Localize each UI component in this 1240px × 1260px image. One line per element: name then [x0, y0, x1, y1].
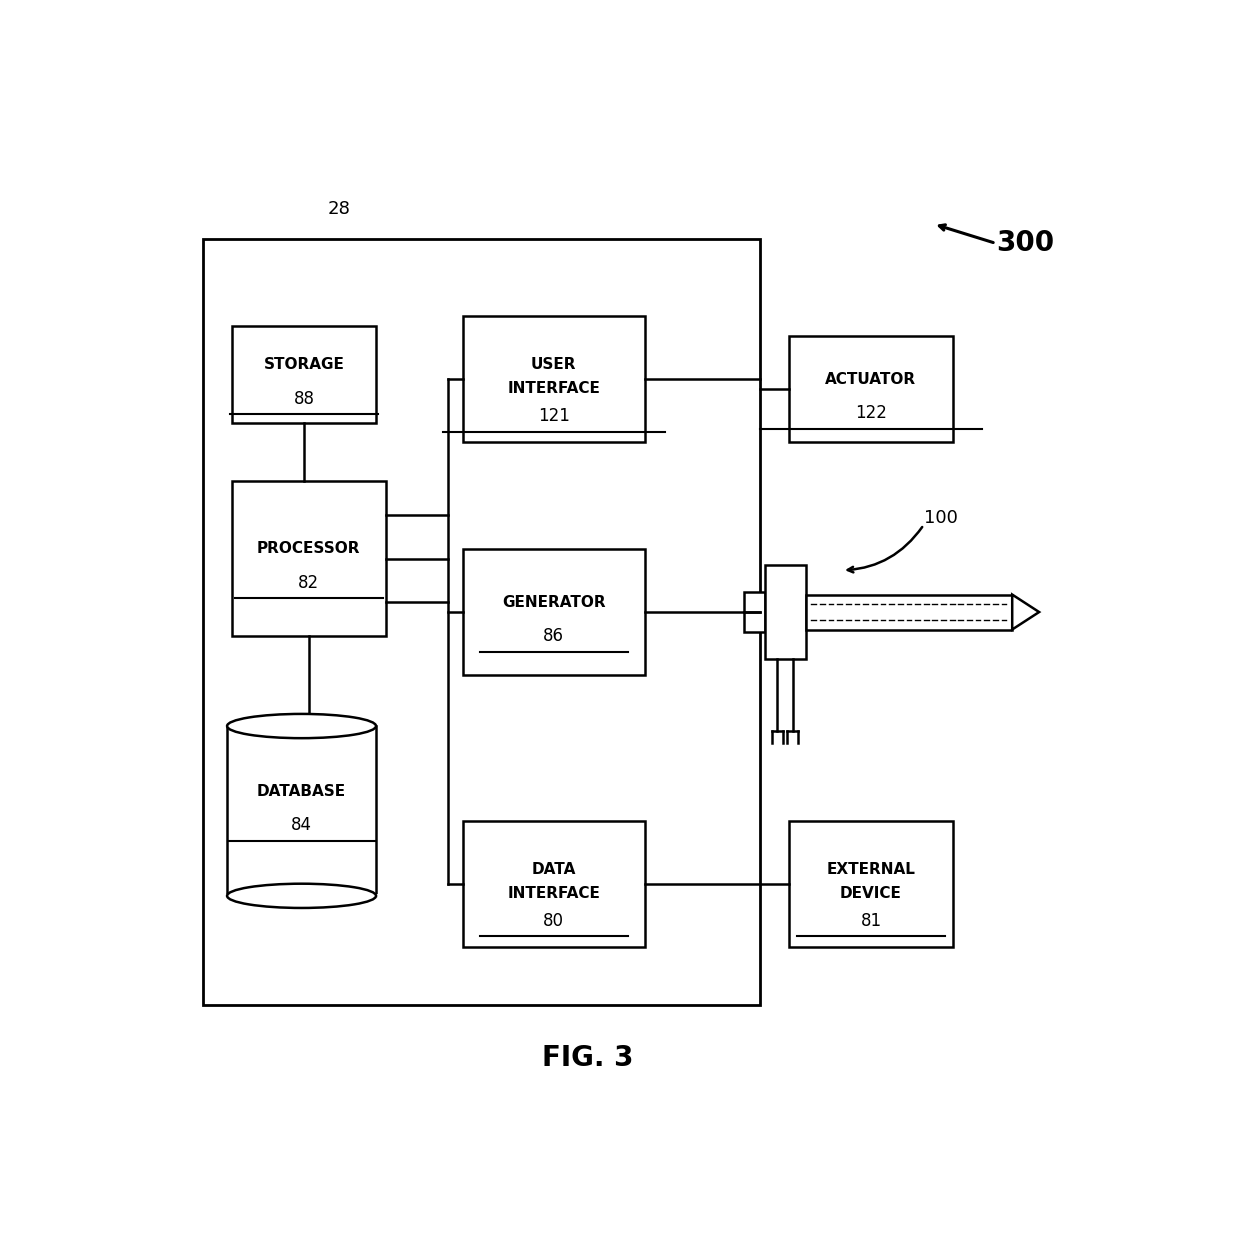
Bar [765, 566, 806, 659]
Text: GENERATOR: GENERATOR [502, 595, 605, 610]
Text: DATA: DATA [532, 862, 577, 877]
Bar [463, 316, 645, 442]
Text: 81: 81 [861, 911, 882, 930]
Text: 100: 100 [924, 509, 957, 527]
Bar [744, 592, 765, 633]
Bar [463, 820, 645, 946]
Text: 80: 80 [543, 911, 564, 930]
Bar [203, 238, 760, 1005]
Text: 121: 121 [538, 407, 569, 425]
Ellipse shape [227, 714, 376, 738]
Text: 86: 86 [543, 627, 564, 645]
Text: FIG. 3: FIG. 3 [542, 1045, 634, 1072]
Text: DEVICE: DEVICE [839, 886, 901, 901]
Bar [789, 820, 952, 946]
Text: USER: USER [531, 357, 577, 372]
Polygon shape [1012, 595, 1039, 630]
Text: INTERFACE: INTERFACE [507, 886, 600, 901]
Text: INTERFACE: INTERFACE [507, 382, 600, 397]
Text: 88: 88 [294, 389, 315, 407]
Text: PROCESSOR: PROCESSOR [257, 542, 361, 557]
Text: ACTUATOR: ACTUATOR [826, 372, 916, 387]
Bar [463, 549, 645, 675]
Text: STORAGE: STORAGE [264, 357, 345, 372]
Text: 28: 28 [327, 200, 351, 218]
Bar [232, 481, 386, 636]
Text: 82: 82 [298, 575, 320, 592]
Text: EXTERNAL: EXTERNAL [827, 862, 915, 877]
Text: 84: 84 [291, 816, 312, 834]
Text: 122: 122 [856, 404, 887, 422]
Bar [806, 595, 1012, 630]
Bar [232, 326, 376, 423]
Text: DATABASE: DATABASE [257, 784, 346, 799]
Bar [789, 335, 952, 442]
Ellipse shape [227, 883, 376, 908]
Text: 300: 300 [996, 229, 1054, 257]
